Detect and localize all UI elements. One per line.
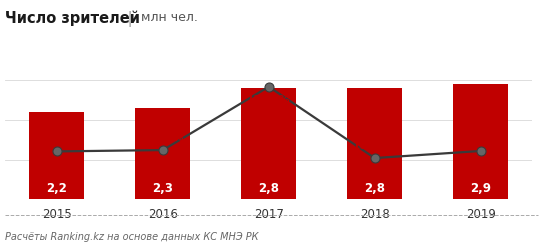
Bar	[241, 88, 296, 199]
Bar	[29, 112, 85, 199]
Text: 2,3: 2,3	[153, 182, 173, 195]
Text: 118,4%: 118,4%	[247, 95, 291, 105]
Text: 2,2: 2,2	[47, 182, 67, 195]
Text: 104,1%: 104,1%	[141, 133, 185, 143]
Bar	[135, 108, 191, 199]
Bar	[347, 88, 402, 199]
Text: 2,8: 2,8	[258, 182, 279, 195]
Text: млн чел.: млн чел.	[141, 11, 198, 24]
Text: Расчёты Ranking.kz на основе данных КС МНЭ РК: Расчёты Ranking.kz на основе данных КС М…	[5, 232, 259, 242]
Text: Число зрителей: Число зрителей	[5, 11, 141, 26]
Text: 103,9%: 103,9%	[459, 134, 502, 144]
Text: 102,3%: 102,3%	[353, 141, 396, 151]
Text: |: |	[123, 11, 137, 27]
Bar	[453, 84, 508, 199]
Text: 103,8%: 103,8%	[35, 135, 79, 145]
Text: 2,9: 2,9	[470, 182, 491, 195]
Text: 2,8: 2,8	[364, 182, 385, 195]
